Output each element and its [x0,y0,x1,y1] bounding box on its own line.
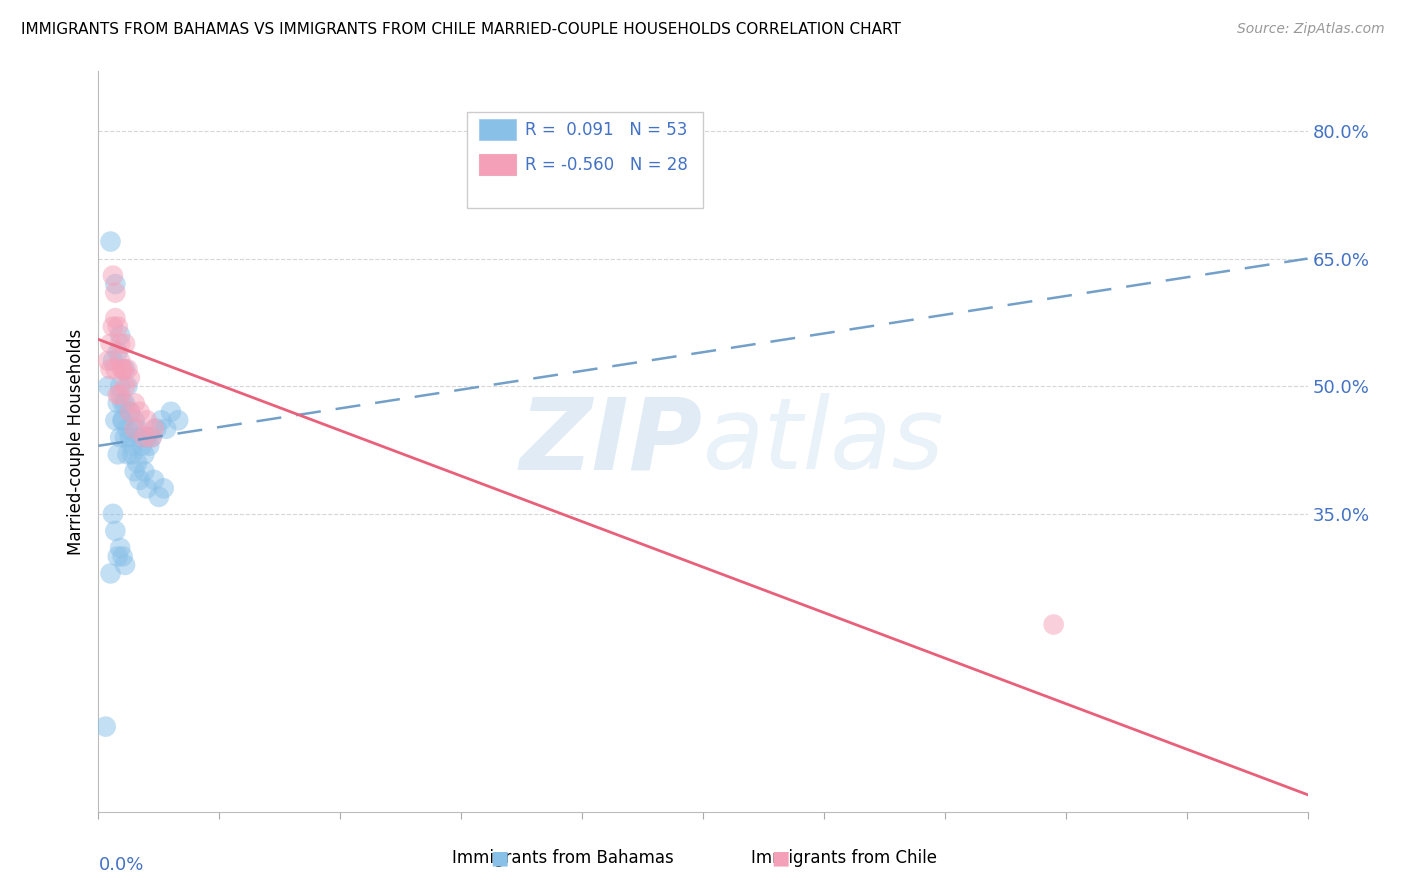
Point [145,422,167,436]
Point [117,379,139,393]
Point [111,362,134,376]
Point [111,549,134,564]
Text: ■: ■ [770,848,790,867]
Point [114,558,136,572]
Point [108,541,131,555]
Point [101,319,124,334]
Text: R =  0.091   N = 53: R = 0.091 N = 53 [526,120,688,139]
Point [97,353,120,368]
Point [160,405,183,419]
Point [124,396,146,410]
Point [143,422,166,436]
Point [108,336,131,351]
Point [104,311,127,326]
Point [100,235,122,249]
Point [135,413,157,427]
Point [118,430,141,444]
Point [118,405,141,419]
Point [101,507,124,521]
Point [104,524,127,538]
Point [141,430,163,444]
Point [121,447,143,461]
Point [104,362,127,376]
Point [111,413,134,427]
Text: IMMIGRANTS FROM BAHAMAS VS IMMIGRANTS FROM CHILE MARRIED-COUPLE HOUSEHOLDS CORRE: IMMIGRANTS FROM BAHAMAS VS IMMIGRANTS FR… [21,22,901,37]
Point [107,549,129,564]
Point [131,439,153,453]
Point [104,413,127,427]
Point [114,336,136,351]
Point [134,430,156,444]
Point [148,490,170,504]
Point [135,430,157,444]
Text: Source: ZipAtlas.com: Source: ZipAtlas.com [1237,22,1385,37]
Point [111,396,134,410]
Point [134,464,156,478]
Point [134,447,156,461]
Point [100,336,122,351]
Point [94,720,117,734]
Point [127,422,149,436]
Point [107,345,129,359]
Point [150,413,173,427]
Point [111,362,134,376]
Point [104,277,127,292]
Point [128,405,150,419]
Point [152,481,174,495]
Point [108,430,131,444]
Point [107,388,129,402]
Bar [479,154,516,175]
Point [141,430,163,444]
Point [108,328,131,343]
Point [124,422,146,436]
Point [167,413,190,427]
Point [108,388,131,402]
Point [104,285,127,300]
Point [100,566,122,581]
Point [127,456,149,470]
Point [117,362,139,376]
Y-axis label: Married-couple Households: Married-couple Households [66,328,84,555]
Point [111,413,134,427]
Text: ■: ■ [489,848,509,867]
Point [128,430,150,444]
Point [108,353,131,368]
Point [114,430,136,444]
Point [124,464,146,478]
Point [135,481,157,495]
Point [117,447,139,461]
Point [155,422,177,436]
Point [118,370,141,384]
Point [128,473,150,487]
Point [107,447,129,461]
Point [117,422,139,436]
Bar [467,112,703,209]
Point [143,473,166,487]
Point [100,362,122,376]
Point [114,379,136,393]
Point [138,439,160,453]
Point [114,362,136,376]
Text: ZIP: ZIP [520,393,703,490]
Point [118,405,141,419]
Text: R = -0.560   N = 28: R = -0.560 N = 28 [526,155,688,174]
Point [101,353,124,368]
Bar [479,120,516,140]
Point [97,379,120,393]
Point [108,379,131,393]
Text: atlas: atlas [703,393,945,490]
Point [101,268,124,283]
Point [124,413,146,427]
Point [114,396,136,410]
Text: 0.0%: 0.0% [98,856,143,874]
Point [121,439,143,453]
Point [107,319,129,334]
Point [1042,617,1064,632]
Text: Immigrants from Bahamas: Immigrants from Bahamas [451,849,673,867]
Point [107,396,129,410]
Text: Immigrants from Chile: Immigrants from Chile [751,849,936,867]
